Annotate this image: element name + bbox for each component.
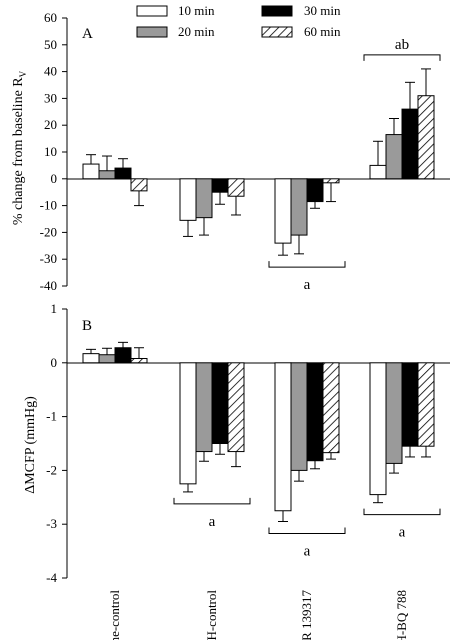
panel-a-y-tick-label: 40 [44, 64, 57, 79]
panel-a-letter: A [82, 26, 93, 42]
panel-a-bar-1-3 [227, 178, 245, 197]
panel-a-bar-3-1 [385, 134, 403, 180]
panel-b-significance-bracket [268, 527, 346, 535]
legend-swatch-20min [136, 26, 168, 38]
panel-a-bar-0-3 [130, 178, 148, 192]
panel-b-bar-1-0 [179, 362, 197, 485]
panel-b-bar-3-0 [369, 362, 387, 496]
panel-b-significance-label: a [209, 514, 216, 530]
legend-swatch-30min [261, 5, 293, 17]
panel-a-significance-bracket [268, 261, 346, 268]
panel-b-bar-1-1 [195, 362, 213, 453]
legend-label-20min: 20 min [178, 24, 215, 39]
panel-b-y-tick-label: -3 [46, 516, 57, 531]
panel-a-bar-2-0 [274, 178, 292, 244]
panel-a-y-tick-label: 10 [44, 144, 57, 159]
legend-label-60min: 60 min [304, 24, 341, 39]
panel-b-bar-1-3 [227, 362, 245, 453]
x-category-label: H-control [204, 590, 219, 640]
panel-b-bar-2-1 [290, 362, 308, 471]
panel-b-y-axis-label: ΔMCFP (mmHg) [23, 396, 38, 494]
panel-b-y-tick-label: 1 [51, 301, 58, 316]
panel-b-significance-bracket [173, 497, 251, 505]
panel-a-bar-3-2 [401, 108, 419, 180]
panel-a-y-tick-label: 50 [44, 37, 57, 52]
panel-b-bar-0-0 [82, 353, 100, 364]
panel-a-y-tick-label: -20 [40, 224, 57, 239]
panel-b-y-tick-label: -4 [46, 570, 57, 585]
legend-swatch-10min [136, 5, 168, 17]
panel-b-bar-3-3 [417, 362, 435, 447]
panel-a-y-tick-label: -30 [40, 251, 57, 266]
panel-a-bar-2-3 [322, 178, 340, 184]
panel-a-y-axis-label: % change from baseline RV [11, 70, 28, 225]
panel-b-bar-3-1 [385, 362, 403, 464]
panel-a-significance-bracket [363, 54, 441, 61]
panel-a-y-axis-label-subscript: V [18, 70, 28, 77]
x-axis-category-labels: Time-control H-control H-FR 139317 H-BQ 788 [107, 590, 409, 640]
panel-a-bar-0-2 [114, 167, 132, 180]
panel-b-y-tick-label: 0 [51, 355, 58, 370]
panel-b-y-tick-label: -1 [46, 409, 57, 424]
panel-a-significance-label: a [304, 277, 311, 293]
legend-label-30min: 30 min [304, 3, 341, 18]
panel-a-bar-1-0 [179, 178, 197, 221]
panel-a-bar-3-0 [369, 164, 387, 180]
panel-b-letter: B [82, 318, 92, 334]
panel-a-bar-2-1 [290, 178, 308, 236]
panel-b-bar-2-3 [322, 362, 340, 454]
panel-b-significance-bracket [363, 508, 441, 516]
panel-b-bar-0-1 [98, 354, 116, 364]
x-category-label: H-BQ 788 [394, 590, 409, 640]
panel-b-bar-1-2 [211, 362, 229, 444]
x-category-label: Time-control [107, 590, 122, 640]
panel-a-y-tick-label: 30 [44, 90, 57, 105]
legend-swatch-60min [261, 26, 293, 38]
panel-b-bar-2-0 [274, 362, 292, 512]
panel-a-significance-label: ab [395, 37, 409, 53]
panel-b: B ΔMCFP (mmHg) 1 0 -1 -2 -3 -4 a a a [23, 301, 450, 585]
panel-a-bar-0-1 [98, 170, 116, 180]
panel-a-bar-1-1 [195, 178, 213, 219]
panel-a-bar-3-3 [417, 95, 435, 180]
panel-a-bar-1-2 [211, 178, 229, 193]
panel-b-bar-3-2 [401, 362, 419, 447]
panel-a-y-tick-label: 0 [51, 171, 58, 186]
panel-b-significance-label: a [399, 525, 406, 541]
panel-b-y-tick-label: -2 [46, 462, 57, 477]
panel-a-y-tick-label: 20 [44, 117, 57, 132]
panel-a-y-axis-label-main: % change from baseline R [11, 77, 26, 225]
panel-a-y-tick-label: 60 [44, 10, 57, 25]
panel-b-bar-0-3 [130, 357, 148, 364]
panel-b-bar-2-2 [306, 362, 324, 462]
panel-a-y-tick-label: -10 [40, 198, 57, 213]
panel-a-bar-0-0 [82, 163, 100, 180]
panel-a: A % change from baseline RV 60 50 40 30 20 10… [11, 10, 450, 293]
legend: 10 min 30 min 20 min 60 min [136, 3, 341, 39]
panel-a-y-tick-label: -40 [40, 278, 57, 293]
legend-label-10min: 10 min [178, 3, 215, 18]
panel-a-bar-2-2 [306, 178, 324, 203]
panel-b-bar-0-2 [114, 347, 132, 364]
panel-b-significance-label: a [304, 544, 311, 560]
x-category-label: H-FR 139317 [299, 590, 314, 640]
